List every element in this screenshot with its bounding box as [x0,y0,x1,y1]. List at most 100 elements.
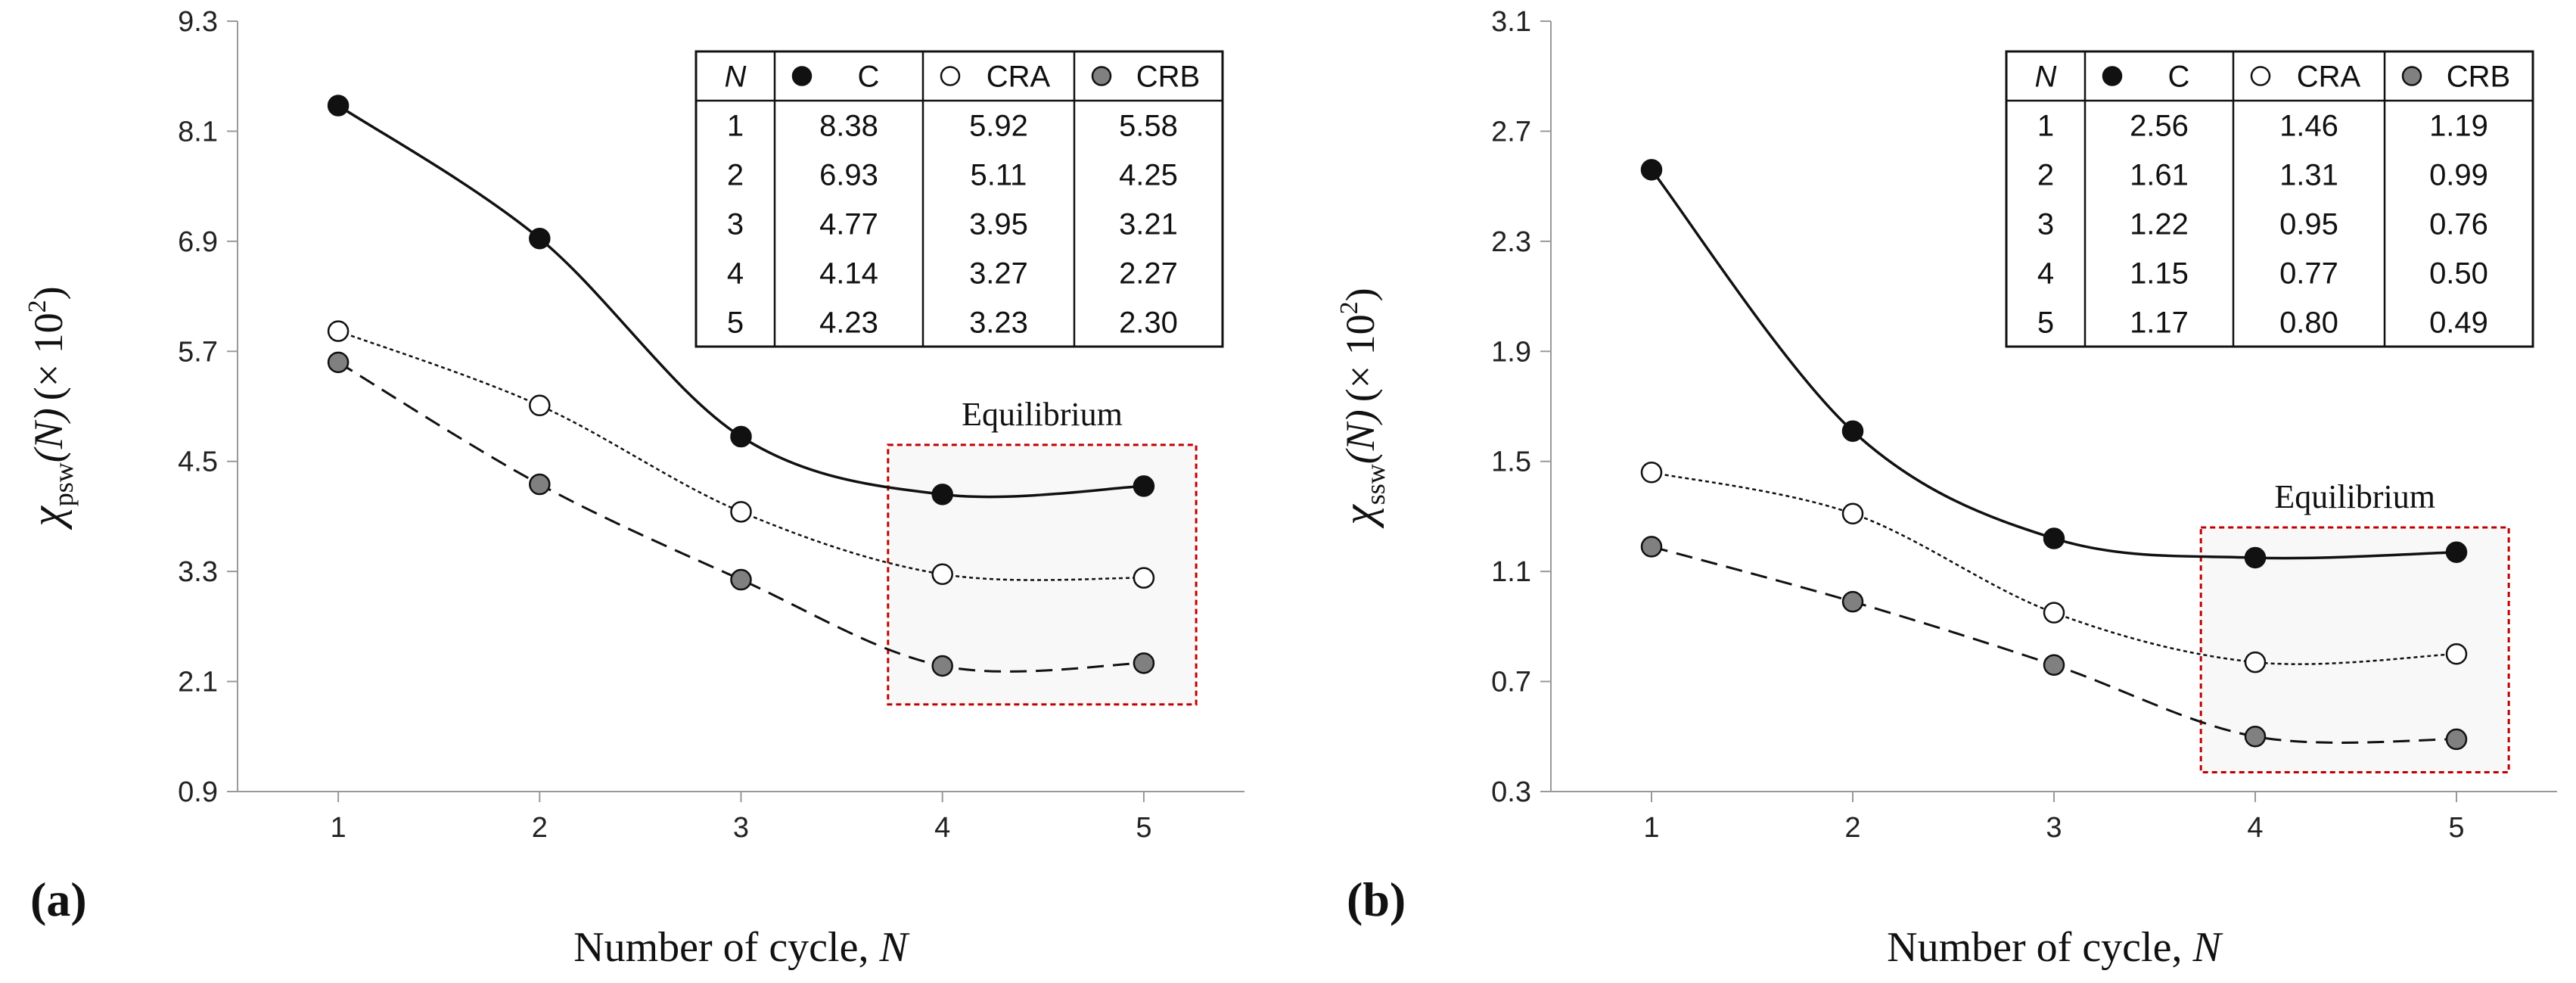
table-cell: 5 [727,306,744,340]
data-point-cra [1640,462,1663,484]
y-tick-label: 0.9 [178,776,218,808]
table-cell: 3 [2037,208,2054,241]
x-tick-label: 4 [2247,812,2263,844]
data-point-crb [327,351,350,374]
data-point-crb [2244,726,2267,748]
x-tick-label: 4 [934,812,950,844]
y-axis-scale-exponent: 2 [23,300,51,313]
x-tick-label: 1 [1643,812,1659,844]
data-point-crb [1640,536,1663,558]
data-point-c [2445,541,2468,563]
y-axis-scale-close: ) [26,286,71,300]
table-cell: 8.38 [819,110,878,143]
x-tick-label: 5 [2448,812,2464,844]
y-axis-argument: (N) [1338,409,1383,464]
data-point-c [1133,475,1155,497]
y-axis-subscript: psw [48,462,79,506]
y-tick-label: 0.3 [1491,776,1531,808]
table-cell: 0.49 [2429,306,2488,340]
table-cell: 4.23 [819,306,878,340]
x-axis-title-var: N [878,924,909,971]
table-cell: 3.21 [1119,208,1178,241]
y-tick-label: 9.3 [178,6,218,38]
table-cell: 1.46 [2279,110,2338,143]
data-point-cra [1133,567,1155,589]
table-header-c: C [858,61,880,94]
data-point-cra [730,501,752,523]
x-axis-title-var: N [2192,924,2223,971]
table-cell: 1.22 [2130,208,2189,241]
table-cell: 0.80 [2279,306,2338,340]
y-axis-scale: (× 10 [1338,314,1383,402]
y-tick-label: 4.5 [178,446,218,478]
data-point-c [931,484,953,505]
data-point-c [1640,159,1663,181]
x-axis-title: Number of cycle, N [573,924,909,971]
data-point-cra [1841,502,1864,525]
data-table: N C CRA CRB 1 8.38 5.92 5.58 2 6.93 5.11 4.25 3 4.77 3… [694,50,1224,348]
equilibrium-label: Equilibrium [962,396,1123,433]
table-cell: 3.23 [969,306,1028,340]
table-cell: 0.50 [2429,257,2488,291]
data-point-c [327,95,350,117]
table-cell: 4.77 [819,208,878,241]
table-cell: 2.30 [1119,306,1178,340]
y-tick-label: 0.7 [1491,667,1531,698]
data-point-crb [2043,654,2065,677]
table-cell: 1.17 [2130,306,2189,340]
table-header-c: C [2168,61,2190,94]
series-line-c [1650,169,2457,560]
data-point-crb [730,568,752,591]
table-cell: 1.15 [2130,257,2189,291]
y-tick-label: 8.1 [178,116,218,148]
y-axis-argument: (N) [26,408,71,462]
table-cell: 0.95 [2279,208,2338,241]
table-cell: 1 [2037,110,2054,143]
data-point-cra [327,320,350,342]
x-axis-title-text: Number of cycle, [1887,924,2192,971]
legend-marker-cra [2250,66,2271,86]
panel-label: (a) [30,873,87,926]
data-point-c [730,425,752,448]
y-tick-label: 2.3 [1491,226,1531,258]
chart-panel-b: 0.3 0.7 1.1 1.5 1.9 2.3 2.7 3.1 1 2 3 4 5 Equilibrium… [1334,6,2557,971]
table-cell: 5.11 [971,159,1027,192]
table-cell: 3 [727,208,744,241]
table-cell: 0.77 [2279,257,2338,291]
table-cell: 4.14 [819,257,878,291]
data-point-crb [1133,652,1155,674]
legend-marker-c [2102,66,2123,86]
table-cell: 4.25 [1119,159,1178,192]
legend-marker-c [791,66,813,86]
series-line-c [337,104,1144,499]
table-cell: 5.58 [1119,110,1178,143]
y-axis-scale-close: ) [1338,288,1383,301]
table-cell: 5 [2037,306,2054,340]
table-cell: 2 [727,159,744,192]
x-tick-label: 3 [2046,812,2062,844]
data-point-c [2043,527,2065,549]
table-header-n: N [2035,61,2057,94]
y-axis-title: χssw(N) (× 102) [1334,288,1391,528]
table-cell: 6.93 [819,159,878,192]
table-header-n: N [725,61,747,94]
x-tick-label: 2 [1844,812,1860,844]
y-tick-label: 1.9 [1491,336,1531,368]
data-point-c [1841,420,1864,442]
table-cell: 0.99 [2429,159,2488,192]
data-point-c [2244,546,2267,569]
table-header-crb: CRB [1136,61,1200,94]
table-cell: 0.76 [2429,208,2488,241]
y-axis-title: χpsw(N) (× 102) [22,286,79,530]
y-tick-label: 5.7 [178,336,218,368]
table-header-crb: CRB [2447,61,2510,94]
data-point-c [529,227,551,250]
y-axis-scale-exponent: 2 [1335,301,1363,314]
series-line-cra [337,330,1144,581]
y-tick-label: 2.1 [178,667,218,698]
equilibrium-label: Equilibrium [2274,478,2435,515]
chart-panel-a: 0.9 2.1 3.3 4.5 5.7 6.9 8.1 9.3 1 2 3 4 5 Equilibrium… [22,6,1244,971]
table-header-cra: CRA [2297,61,2361,94]
table-cell: 2.56 [2130,110,2189,143]
